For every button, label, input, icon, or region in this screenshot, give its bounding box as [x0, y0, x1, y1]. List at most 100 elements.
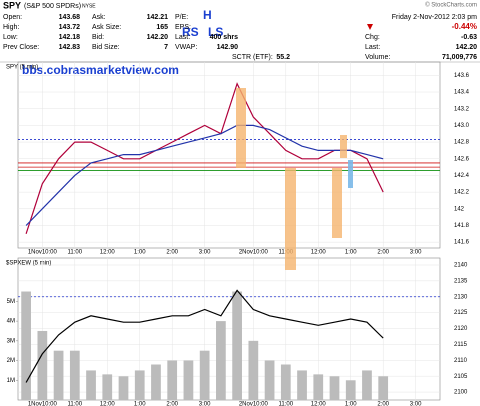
y-tick-label: 2130 [454, 294, 468, 300]
y2-tick-label: 3M [7, 338, 15, 344]
exchange: NYSE [82, 3, 96, 9]
y-tick-label: 2135 [454, 278, 468, 284]
plot-area [17, 257, 441, 401]
field-label: Low: [3, 34, 18, 41]
y-tick-label: 2115 [454, 342, 468, 348]
site: bbs.cobrasmarketview.com [22, 63, 179, 77]
symbol-name: (S&P 500 SPDRs) [24, 3, 81, 10]
y-tick-label: 141.6 [454, 240, 470, 246]
x-tick-label: 2:00 [377, 250, 389, 256]
volume-bar [297, 370, 307, 400]
date: Friday 2-Nov-2012 2:03 pm [392, 14, 477, 21]
y-tick-label: 143.0 [454, 123, 470, 129]
x-tick-label: 1Nov10:00 [28, 250, 58, 256]
field-value: 165 [156, 24, 168, 31]
field-value: -0.63 [461, 34, 477, 41]
x-tick-label: 1Nov10:00 [28, 402, 58, 406]
panel: SPY (5 min) 141.6 141.8 142 142.2 142.4 142.6 1… [6, 61, 470, 256]
volume-bar [102, 374, 113, 400]
volume-bar [118, 376, 129, 400]
x-tick-label: 1:00 [345, 402, 357, 406]
panel-title: SPY (5 min) [6, 65, 38, 71]
x-tick-label: 11:00 [68, 402, 83, 406]
y-tick-label: 142.2 [454, 190, 470, 196]
field-label: Volume: [365, 54, 390, 61]
x-tick-label: 12:00 [100, 402, 116, 406]
field-label: SCTR (ETF): [232, 54, 273, 61]
plot-area [17, 61, 441, 249]
volume-bar [151, 364, 161, 400]
x-tick-label: 3:00 [410, 402, 422, 406]
field-label: Ask Size: [92, 24, 121, 31]
x-tick-label: 11:00 [68, 250, 83, 256]
field-label: Last: [175, 34, 190, 41]
highlight [348, 160, 353, 188]
field-value: 142.20 [147, 34, 169, 41]
y-tick-label: 142.4 [454, 173, 470, 179]
x-tick-label: 12:00 [311, 402, 327, 406]
volume-bar [216, 321, 226, 400]
y-tick-label: 2100 [454, 390, 468, 396]
y-tick-label: 142 [454, 206, 465, 212]
x-tick-label: 2Nov10:00 [239, 402, 269, 406]
symbol: SPY [3, 0, 21, 10]
field-label: EPS: [175, 24, 191, 31]
highlight [332, 168, 342, 238]
volume-bar [37, 330, 48, 400]
field-value: 143.68 [59, 14, 81, 21]
annotation: H [203, 8, 212, 22]
y-tick-label: 2105 [454, 374, 468, 380]
volume-bar [134, 370, 145, 400]
y-tick-label: 2110 [454, 358, 468, 364]
x-tick-label: 12:00 [311, 250, 327, 256]
field-value: 142.83 [59, 44, 81, 51]
volume-bar [248, 340, 259, 400]
volume-bar [362, 370, 372, 400]
volume-bar [232, 291, 242, 400]
credit: © StockCharts.com [425, 2, 477, 9]
annotation: RS [182, 25, 199, 39]
change-pct: -0.44% [452, 22, 477, 31]
field-value: 71,009,776 [442, 54, 477, 61]
volume-bar [378, 376, 389, 400]
field-label: High: [3, 24, 19, 31]
y-tick-label: 142.6 [454, 156, 470, 162]
field-value: 142.18 [59, 34, 81, 41]
highlight [285, 168, 296, 270]
y2-tick-label: 4M [7, 319, 15, 325]
field-value: 7 [164, 44, 168, 51]
volume-bar [53, 350, 64, 400]
field-label: Last: [365, 44, 380, 51]
volume-bar [280, 364, 291, 400]
volume-bar [69, 350, 80, 400]
volume-bar [21, 291, 31, 400]
x-tick-label: 3:00 [410, 250, 422, 256]
field-value: 142.20 [456, 44, 478, 51]
volume-bar [345, 380, 356, 400]
y-tick-label: 2120 [454, 326, 468, 332]
annotation: LS [208, 25, 223, 39]
field-label: Prev Close: [3, 44, 39, 51]
volume-bar [86, 370, 96, 400]
highlight [236, 88, 246, 168]
field-value: 142.21 [147, 14, 169, 21]
x-tick-label: 2:00 [166, 250, 178, 256]
field-value: 400 shrs [210, 34, 239, 41]
field-value: 55.2 [276, 54, 290, 61]
x-tick-label: 1:00 [345, 250, 357, 256]
y2-tick-label: 1M [7, 378, 15, 384]
field-label: Bid: [92, 34, 104, 41]
x-tick-label: 3:00 [199, 250, 211, 256]
volume-bar [313, 374, 324, 400]
price-line [25, 289, 384, 383]
x-tick-label: 2:00 [377, 402, 389, 406]
y2-tick-label: 2M [7, 358, 15, 364]
x-tick-label: 2Nov10:00 [239, 250, 269, 256]
down-arrow [367, 24, 373, 30]
field-value: 142.90 [217, 44, 239, 51]
x-tick-label: 11:00 [279, 402, 294, 406]
volume-bar [167, 360, 178, 400]
volume-bar [183, 360, 194, 400]
x-tick-label: 1:00 [134, 250, 146, 256]
